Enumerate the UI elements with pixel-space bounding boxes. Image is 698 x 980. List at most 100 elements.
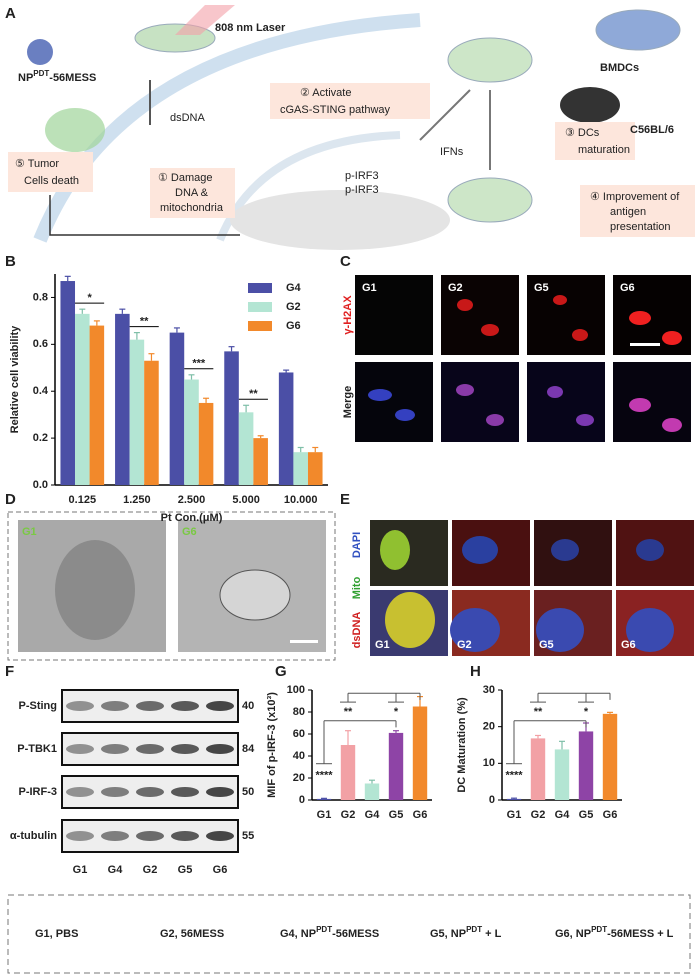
- bar: [60, 281, 76, 485]
- row-label: Mito: [351, 576, 363, 599]
- schematic: [8, 5, 695, 250]
- dish: [447, 177, 533, 223]
- legend-frame: [7, 894, 691, 974]
- bar: [238, 412, 254, 485]
- y-tick-label: 0.0: [33, 479, 48, 491]
- bar: [144, 360, 159, 485]
- bar: [89, 325, 105, 485]
- band: [101, 787, 129, 797]
- sig-label: **: [534, 706, 543, 718]
- laser-label: 808 nm Laser: [215, 22, 286, 34]
- row-label: dsDNA: [351, 612, 363, 649]
- bar: [530, 738, 546, 800]
- band: [101, 701, 129, 711]
- x-tick-label: G4: [365, 809, 381, 821]
- y-tick-label: 20: [293, 772, 305, 784]
- bar: [307, 452, 323, 485]
- tem-frame: [7, 511, 336, 661]
- dead-cells: [45, 108, 105, 152]
- legend-sup: PDT: [591, 925, 607, 934]
- antigen-label: ④ Improvement of: [590, 191, 680, 203]
- nucleus: [230, 190, 450, 250]
- bar: [75, 313, 90, 485]
- lane-label: G6: [213, 864, 228, 876]
- legend-entry: G4, NPPDT-56MESS: [280, 925, 379, 940]
- legend-label: G2: [286, 301, 301, 313]
- sig-label: ***: [192, 358, 206, 370]
- column-label: G1: [362, 282, 377, 294]
- scale-bar: [290, 640, 318, 643]
- column-label: G2: [457, 639, 472, 651]
- legend-entry: G5, NPPDT + L: [430, 925, 502, 940]
- damage-label: mitochondria: [160, 202, 224, 214]
- legend-entry: G6, NPPDT-56MESS + L: [555, 925, 674, 940]
- x-tick-label: G5: [389, 809, 404, 821]
- damage-label: DNA &: [175, 187, 209, 199]
- pirf3-label: p-IRF3: [345, 184, 379, 196]
- column-label: G2: [448, 282, 463, 294]
- column-label: G5: [534, 282, 549, 294]
- laser-beam: [175, 5, 235, 35]
- sig-label: *: [394, 706, 399, 718]
- nanoparticle: [27, 39, 53, 65]
- bar: [115, 313, 130, 485]
- mitochondrion: [219, 569, 291, 621]
- bar: [278, 372, 294, 485]
- y-axis-label: DC Maturation (%): [456, 697, 468, 793]
- y-axis-label: Relative cell viability: [9, 325, 21, 433]
- legend-text: G5, NP: [430, 928, 466, 940]
- band-label: P-Sting: [19, 700, 58, 712]
- bar: [602, 713, 618, 800]
- sig-label: **: [344, 706, 353, 718]
- bar: [198, 402, 214, 485]
- column-label: G5: [539, 639, 554, 651]
- row-label: DAPI: [351, 532, 363, 558]
- y-tick-label: 0: [489, 794, 495, 806]
- x-tick-label: 10.000: [284, 494, 318, 506]
- bar: [253, 438, 268, 485]
- x-tick-label: G2: [531, 809, 546, 821]
- np-label: NPPDT-56MESS: [18, 69, 96, 84]
- y-tick-label: 20: [483, 721, 495, 733]
- sig-label: *: [584, 706, 589, 718]
- band: [136, 787, 164, 797]
- band: [171, 744, 199, 754]
- bar: [554, 749, 570, 800]
- band: [101, 831, 129, 841]
- x-tick-label: 5.000: [232, 494, 260, 506]
- y-tick-label: 10: [483, 757, 495, 769]
- y-tick-label: 0: [299, 794, 305, 806]
- x-tick-label: 1.250: [123, 494, 151, 506]
- sig-label: *: [87, 292, 92, 304]
- bar: [412, 706, 428, 800]
- y-tick-label: 30: [483, 684, 495, 696]
- dish: [595, 9, 681, 51]
- x-tick-label: G1: [317, 809, 332, 821]
- box: [270, 83, 430, 119]
- bar: [129, 339, 145, 485]
- panel-label: D: [5, 491, 16, 508]
- activate-label: cGAS-STING pathway: [280, 104, 391, 116]
- box: [150, 168, 235, 218]
- legend-tail: -56MESS + L: [607, 928, 674, 940]
- death-label: ⑤ Tumor: [15, 158, 59, 170]
- column-label: G1: [375, 639, 390, 651]
- legend-label: G4: [286, 282, 302, 294]
- bar: [224, 351, 239, 485]
- band-label: α-tubulin: [10, 830, 57, 842]
- lane-label: G4: [108, 864, 124, 876]
- sig-label: ****: [505, 770, 523, 782]
- mw-label: 84: [242, 743, 255, 755]
- mw-label: 50: [242, 786, 254, 798]
- lane-label: G5: [178, 864, 193, 876]
- legend-label: G6: [286, 320, 301, 332]
- tem-label: G1: [22, 526, 37, 538]
- bar: [169, 332, 185, 485]
- panel-label: G: [275, 663, 287, 680]
- bar: [340, 745, 356, 800]
- box: [580, 185, 695, 237]
- band: [206, 744, 234, 754]
- column-label: G6: [620, 282, 635, 294]
- bar: [184, 379, 199, 485]
- bar: [316, 798, 332, 800]
